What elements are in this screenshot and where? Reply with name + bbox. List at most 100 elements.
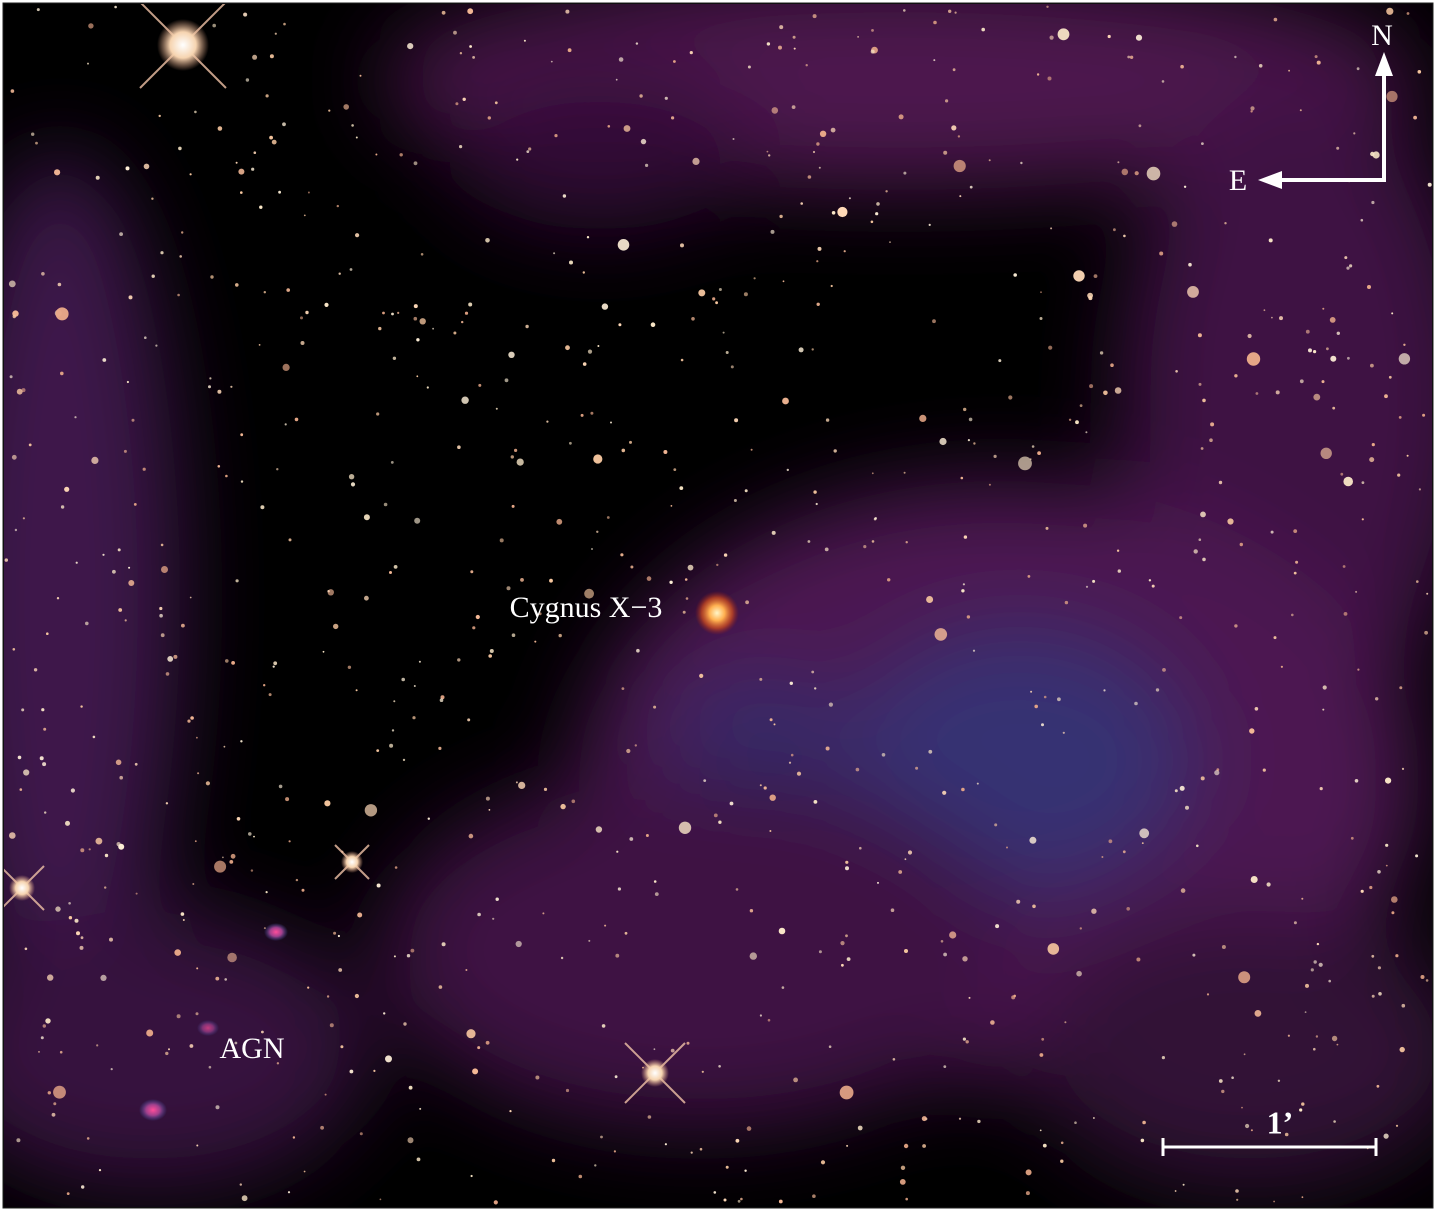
star bbox=[224, 978, 227, 981]
star bbox=[365, 804, 377, 816]
star bbox=[23, 769, 29, 775]
star bbox=[1300, 109, 1302, 111]
star bbox=[1103, 391, 1108, 396]
star bbox=[736, 1139, 740, 1143]
star bbox=[820, 131, 826, 137]
star bbox=[1259, 64, 1263, 68]
star bbox=[782, 398, 789, 405]
star bbox=[1108, 35, 1111, 38]
star bbox=[1267, 882, 1271, 886]
star bbox=[44, 811, 46, 813]
star bbox=[1300, 379, 1304, 383]
star bbox=[794, 48, 796, 50]
star bbox=[572, 800, 576, 804]
star bbox=[1060, 1160, 1063, 1163]
star bbox=[104, 886, 106, 888]
star bbox=[293, 1136, 295, 1138]
star bbox=[629, 441, 632, 444]
star bbox=[1249, 728, 1254, 733]
star bbox=[1159, 252, 1163, 256]
star bbox=[1340, 473, 1343, 476]
star bbox=[744, 1170, 746, 1172]
star bbox=[967, 615, 970, 618]
star bbox=[663, 450, 667, 454]
star bbox=[563, 194, 566, 197]
star bbox=[1302, 1196, 1304, 1198]
star bbox=[687, 1042, 690, 1045]
star bbox=[350, 1070, 354, 1074]
star bbox=[520, 578, 524, 582]
star bbox=[901, 1166, 905, 1170]
star bbox=[1351, 837, 1354, 840]
star bbox=[134, 503, 137, 506]
star bbox=[305, 311, 308, 314]
star bbox=[74, 416, 76, 418]
star bbox=[1311, 968, 1314, 971]
star bbox=[1330, 317, 1336, 323]
star bbox=[779, 928, 786, 935]
star bbox=[376, 412, 379, 415]
star bbox=[401, 678, 405, 682]
agn-blob bbox=[139, 1099, 167, 1121]
star bbox=[477, 1046, 480, 1049]
star bbox=[933, 21, 937, 25]
star bbox=[733, 138, 735, 140]
star bbox=[1276, 390, 1280, 394]
star bbox=[1294, 572, 1297, 575]
star bbox=[151, 198, 153, 200]
star bbox=[1149, 579, 1151, 581]
star bbox=[1396, 1125, 1398, 1127]
star bbox=[409, 1086, 413, 1090]
star bbox=[1040, 317, 1043, 320]
star bbox=[25, 948, 28, 951]
star bbox=[54, 169, 60, 175]
star bbox=[337, 205, 339, 207]
star bbox=[1089, 384, 1093, 388]
star bbox=[1152, 585, 1155, 588]
star bbox=[229, 860, 233, 864]
star bbox=[768, 154, 770, 156]
star bbox=[1073, 270, 1084, 281]
star bbox=[161, 544, 164, 547]
star bbox=[111, 1068, 113, 1070]
star bbox=[691, 317, 695, 321]
star bbox=[457, 445, 461, 449]
star bbox=[863, 545, 866, 548]
star bbox=[304, 215, 306, 217]
star bbox=[1192, 954, 1195, 957]
star bbox=[206, 781, 210, 785]
star bbox=[559, 634, 562, 637]
star bbox=[161, 633, 165, 637]
star bbox=[1395, 954, 1398, 957]
star bbox=[1317, 61, 1321, 65]
star bbox=[41, 272, 45, 276]
star bbox=[1247, 352, 1260, 365]
star bbox=[1162, 668, 1166, 672]
star bbox=[192, 883, 194, 885]
star bbox=[1317, 943, 1319, 945]
star bbox=[81, 936, 84, 939]
star bbox=[671, 505, 673, 507]
star bbox=[53, 1102, 56, 1105]
star bbox=[252, 55, 257, 60]
star bbox=[15, 529, 17, 531]
star bbox=[1044, 696, 1047, 699]
star bbox=[118, 548, 121, 551]
star bbox=[300, 316, 303, 319]
star bbox=[238, 169, 244, 175]
star bbox=[496, 408, 498, 410]
star bbox=[783, 280, 785, 282]
star bbox=[511, 455, 514, 458]
star bbox=[440, 698, 444, 702]
star bbox=[1122, 169, 1129, 176]
star bbox=[208, 385, 211, 388]
star bbox=[724, 553, 727, 556]
star bbox=[420, 318, 426, 324]
star bbox=[439, 985, 443, 989]
star bbox=[416, 338, 419, 341]
star bbox=[87, 1137, 90, 1140]
star bbox=[551, 61, 553, 63]
star bbox=[243, 13, 247, 17]
star bbox=[726, 1166, 729, 1169]
star bbox=[378, 327, 381, 330]
